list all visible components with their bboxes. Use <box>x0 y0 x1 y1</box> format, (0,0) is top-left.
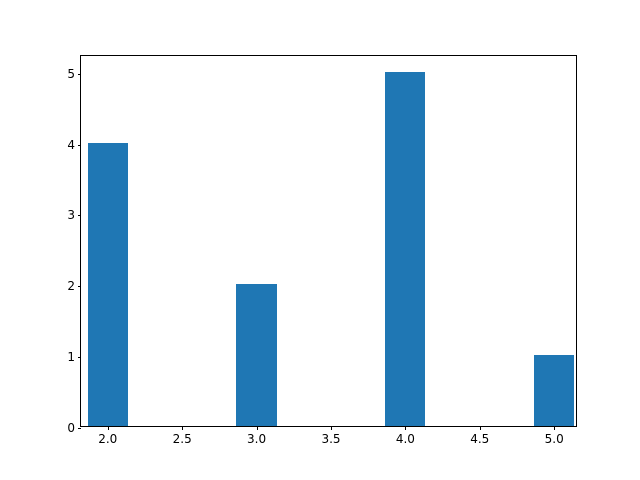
y-tick-mark <box>77 357 81 359</box>
x-tick-label: 2.0 <box>98 432 118 446</box>
x-tick-mark <box>405 426 407 430</box>
x-tick-label: 2.5 <box>172 432 192 446</box>
y-tick-label: 5 <box>67 66 75 81</box>
x-tick-mark <box>256 426 258 430</box>
plot-area <box>81 56 576 426</box>
y-tick-label: 0 <box>67 421 75 435</box>
x-tick-label: 4.0 <box>395 432 415 446</box>
bar <box>385 71 426 426</box>
x-tick-mark <box>554 426 556 430</box>
y-tick-label: 1 <box>67 350 75 365</box>
y-tick-label: 4 <box>67 137 75 152</box>
plot-axes: 2.0 2.5 3.0 3.5 4.0 4.5 5.0 0 1 2 3 4 5 <box>67 55 577 446</box>
y-tick-mark <box>77 286 81 288</box>
bar <box>236 284 277 426</box>
y-tick-mark <box>77 73 81 75</box>
y-tick-mark <box>77 144 81 146</box>
x-tick-label: 5.0 <box>544 432 564 446</box>
x-tick-label: 3.0 <box>247 432 267 446</box>
x-tick-label: 3.5 <box>321 432 341 446</box>
bar <box>534 355 575 426</box>
x-tick-label: 4.5 <box>470 432 490 446</box>
x-tick-mark <box>479 426 481 430</box>
y-tick-label: 3 <box>67 208 75 223</box>
y-tick-mark <box>77 428 81 429</box>
y-tick-mark <box>77 215 81 217</box>
x-tick-mark <box>330 426 332 430</box>
bar <box>87 142 128 426</box>
x-tick-mark <box>107 426 109 430</box>
y-tick-label: 2 <box>67 279 75 294</box>
x-tick-mark <box>182 426 184 430</box>
